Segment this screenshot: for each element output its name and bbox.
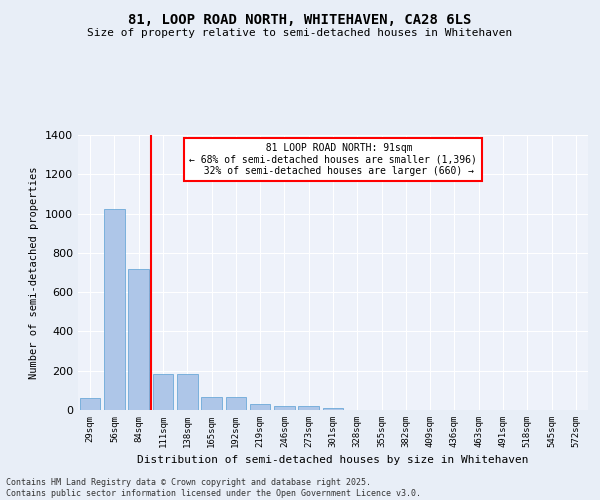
X-axis label: Distribution of semi-detached houses by size in Whitehaven: Distribution of semi-detached houses by … <box>137 456 529 466</box>
Bar <box>323 408 343 410</box>
Bar <box>128 268 149 410</box>
Bar <box>274 406 295 410</box>
Bar <box>104 208 125 410</box>
Bar <box>201 397 222 410</box>
Bar <box>177 374 197 410</box>
Bar <box>298 406 319 410</box>
Bar <box>80 398 100 410</box>
Bar <box>226 397 246 410</box>
Text: Contains HM Land Registry data © Crown copyright and database right 2025.
Contai: Contains HM Land Registry data © Crown c… <box>6 478 421 498</box>
Text: Size of property relative to semi-detached houses in Whitehaven: Size of property relative to semi-detach… <box>88 28 512 38</box>
Bar <box>152 374 173 410</box>
Y-axis label: Number of semi-detached properties: Number of semi-detached properties <box>29 166 40 379</box>
Text: 81 LOOP ROAD NORTH: 91sqm
← 68% of semi-detached houses are smaller (1,396)
  32: 81 LOOP ROAD NORTH: 91sqm ← 68% of semi-… <box>189 143 477 176</box>
Bar <box>250 404 271 410</box>
Text: 81, LOOP ROAD NORTH, WHITEHAVEN, CA28 6LS: 81, LOOP ROAD NORTH, WHITEHAVEN, CA28 6L… <box>128 12 472 26</box>
